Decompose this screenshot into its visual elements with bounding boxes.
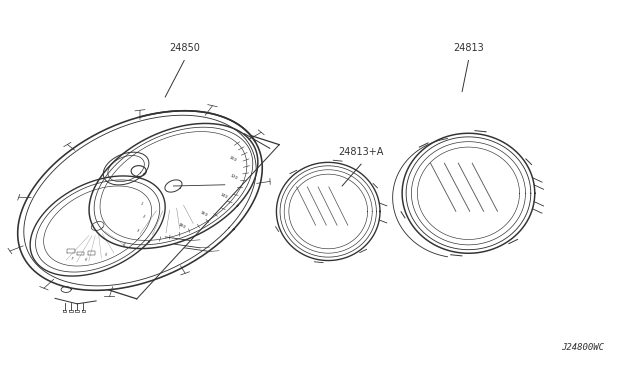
Text: 1: 1	[139, 201, 143, 206]
Text: 160: 160	[199, 211, 209, 218]
Text: 140: 140	[219, 193, 228, 200]
Text: 5: 5	[103, 253, 107, 257]
Text: J24800WC: J24800WC	[561, 343, 604, 352]
Text: 2: 2	[141, 214, 145, 219]
Text: 120: 120	[230, 173, 239, 180]
Text: 24813+A: 24813+A	[339, 147, 384, 157]
Text: 24813: 24813	[453, 43, 484, 53]
Text: 6: 6	[83, 257, 87, 262]
Text: 180: 180	[177, 222, 186, 230]
Text: 4: 4	[122, 242, 125, 247]
Text: 3: 3	[135, 228, 140, 233]
Text: 100: 100	[228, 155, 237, 163]
Text: 7: 7	[69, 257, 73, 262]
Text: 24850: 24850	[169, 43, 200, 53]
